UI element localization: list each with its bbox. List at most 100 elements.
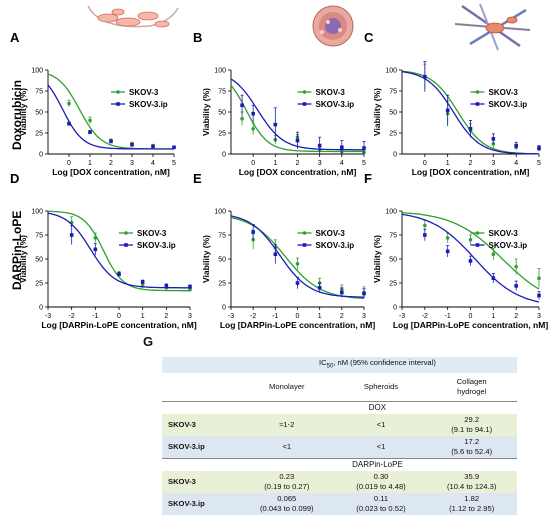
y-tick-label: 75 [35, 233, 43, 240]
legend-label: SKOV-3 [489, 229, 519, 238]
y-axis-label: Viability (%) [18, 235, 28, 283]
x-tick-label: -2 [250, 313, 256, 320]
table-title-pre: IC [319, 358, 327, 367]
x-tick-label: 0 [117, 313, 121, 320]
panel-letter: D [10, 171, 19, 186]
x-tick-label: 4 [151, 160, 155, 167]
y-tick-label: 25 [35, 131, 43, 138]
fit-curve-skov3ip [47, 84, 174, 150]
y-tick-label: 50 [35, 110, 43, 117]
legend-label: SKOV-3 [489, 88, 519, 97]
table-cell: 29.2 (9.1 to 94.1) [451, 414, 493, 434]
data-point-skov3ip [67, 121, 71, 126]
x-tick-label: 5 [172, 160, 176, 167]
legend-marker [475, 102, 480, 106]
data-point-skov3ip [340, 145, 344, 150]
legend-marker [124, 243, 128, 247]
data-point-skov3 [468, 238, 473, 242]
y-axis-label: Viability (%) [372, 235, 382, 283]
data-point-skov3 [67, 101, 71, 106]
fit-curve-skov3 [47, 73, 174, 150]
legend-label: SKOV-3.ip [489, 241, 528, 250]
table-cell: <1 [376, 441, 386, 451]
panel-b: B 0 25 50 75 100 0 1 2 3 4 5 Log [DOX concentration,… [193, 30, 366, 177]
fit-curve-skov3 [401, 70, 539, 155]
y-tick-label: 0 [222, 152, 226, 159]
fit-curve-skov3ip [401, 213, 540, 303]
data-point-skov3 [445, 236, 450, 240]
table-title-post: , nM (95% confidence interval) [333, 358, 436, 367]
x-tick-label: 3 [130, 160, 134, 167]
data-point-skov3ip [362, 291, 366, 296]
data-point-skov3ip [340, 290, 344, 295]
table-colhead-empty [162, 373, 238, 402]
y-tick-label: 0 [222, 305, 226, 312]
legend-marker [302, 90, 307, 94]
legend-label: SKOV-3 [137, 229, 167, 238]
y-tick-label: 100 [385, 68, 397, 75]
y-tick-label: 50 [389, 257, 397, 264]
y-tick-label: 50 [389, 110, 397, 117]
x-tick-label: 1 [446, 160, 450, 167]
data-point-skov3ip [273, 122, 278, 127]
table-cell: ≈1-2 [279, 419, 295, 429]
data-point-skov3ip [251, 230, 255, 234]
data-point-skov3ip [295, 138, 300, 143]
data-point-skov3ip [317, 143, 322, 148]
x-tick-label: -1 [445, 313, 451, 320]
x-tick-label: -1 [272, 313, 278, 320]
y-tick-label: 50 [35, 257, 43, 264]
data-point-skov3 [240, 116, 244, 121]
table-cell: 0.30 (0.019 to 4.48) [356, 471, 406, 491]
data-point-skov3ip [514, 143, 518, 148]
panel-c: C 0 25 50 75 100 0 1 2 3 4 5 Log [DOX concentration,… [364, 30, 541, 177]
y-tick-label: 25 [218, 131, 226, 138]
table-cell: <1 [376, 419, 386, 429]
y-tick-label: 75 [35, 89, 43, 96]
data-point-skov3 [188, 287, 192, 292]
panel-letter: F [364, 171, 372, 186]
x-tick-label: 1 [88, 160, 92, 167]
data-point-skov3ip [273, 252, 278, 256]
x-tick-label: -2 [69, 313, 75, 320]
table-section-dox: DOX [237, 400, 517, 414]
x-tick-label: 0 [251, 160, 255, 167]
data-point-skov3ip [317, 286, 322, 290]
legend-label: SKOV-3.ip [129, 100, 168, 109]
data-point-skov3ip [188, 285, 192, 289]
table-cell: 0.23 (0.19 to 0.27) [264, 471, 310, 491]
y-axis-label: Viability (%) [201, 88, 211, 136]
data-point-skov3 [251, 127, 255, 131]
y-tick-label: 75 [218, 89, 226, 96]
x-tick-label: -3 [399, 313, 405, 320]
data-point-skov3ip [491, 137, 496, 141]
x-tick-label: 0 [423, 160, 427, 167]
table-rowname: SKOV-3.ip [168, 441, 205, 451]
legend-label: SKOV-3.ip [316, 241, 355, 250]
data-point-skov3ip [88, 130, 92, 134]
x-tick-label: 0 [296, 313, 300, 320]
x-tick-label: 1 [141, 313, 145, 320]
table-section-darpin: DARPin-LoPE [237, 457, 517, 471]
data-point-skov3ip [251, 111, 255, 116]
data-point-skov3ip [514, 284, 518, 288]
data-point-skov3ip [164, 284, 169, 288]
y-tick-label: 75 [218, 233, 226, 240]
x-tick-label: -3 [45, 313, 51, 320]
table-cell: 17.2 (5.6 to 52.4) [451, 436, 493, 456]
data-point-skov3ip [537, 146, 541, 150]
x-tick-label: 3 [318, 160, 322, 167]
y-tick-label: 100 [214, 68, 226, 75]
x-axis-label: Log [DOX concentration, nM] [52, 167, 170, 177]
y-tick-label: 50 [218, 110, 226, 117]
x-tick-label: 1 [491, 313, 495, 320]
legend-marker [302, 231, 307, 235]
table-colhead-hydrogel: Collagen hydrogel [456, 376, 487, 396]
y-axis-label: Viability (%) [201, 235, 211, 283]
y-tick-label: 0 [393, 305, 397, 312]
table-rowname: SKOV-3 [168, 419, 196, 429]
x-tick-label: 3 [362, 313, 366, 320]
data-point-skov3ip [130, 142, 134, 147]
y-tick-label: 100 [385, 209, 397, 216]
